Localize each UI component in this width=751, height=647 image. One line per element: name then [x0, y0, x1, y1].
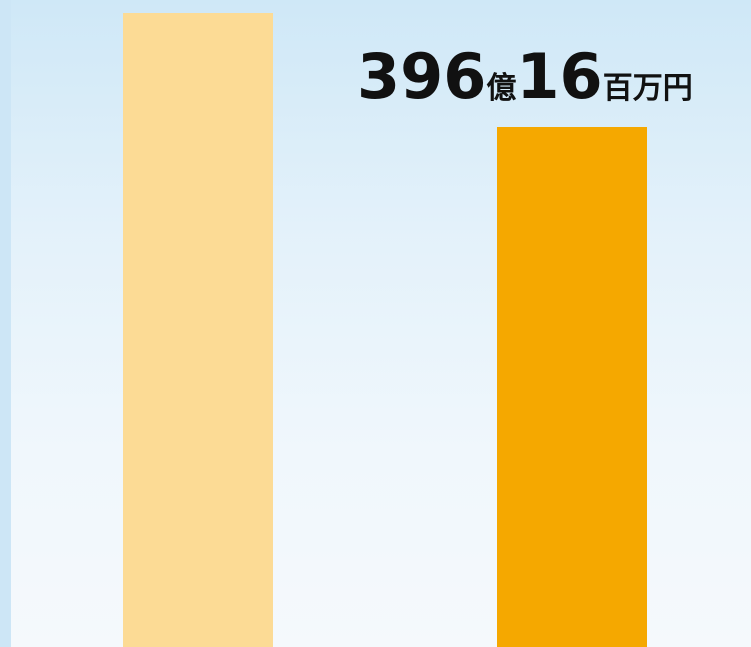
value-label: 396億16百万円 — [357, 40, 693, 113]
left-edge-strip — [0, 0, 11, 647]
value-label-part: 16 — [516, 40, 603, 113]
value-label-part: 百万円 — [602, 71, 693, 106]
value-label-part: 億 — [486, 71, 517, 106]
bar-1 — [123, 13, 273, 647]
bar-2 — [497, 127, 647, 647]
value-label-part: 396 — [357, 40, 487, 113]
